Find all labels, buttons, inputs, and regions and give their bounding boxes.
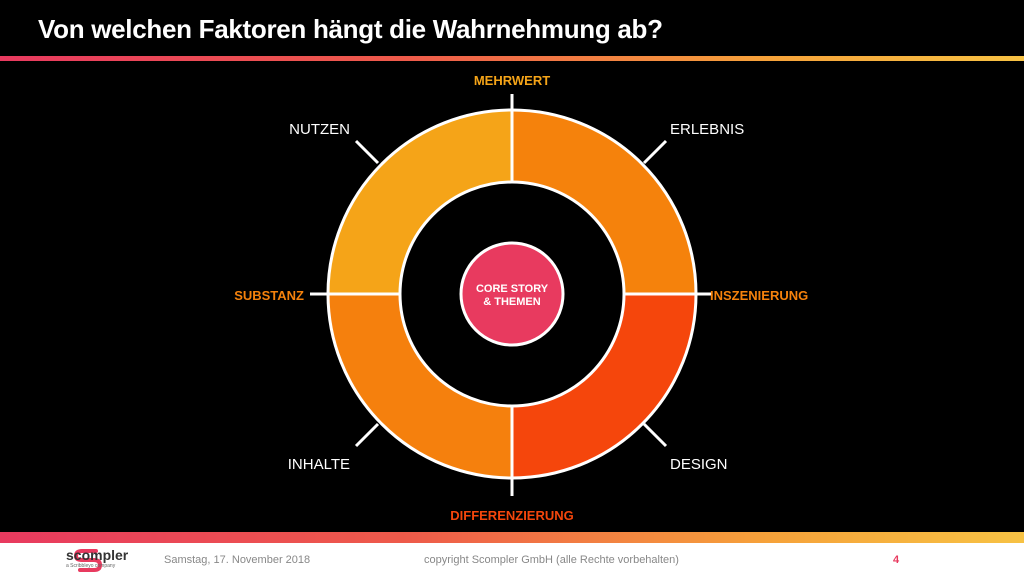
tick-inhalte bbox=[354, 422, 380, 448]
tick-design bbox=[642, 422, 668, 448]
label-substanz: SUBSTANZ bbox=[234, 288, 304, 303]
segment-erlebnis bbox=[512, 110, 696, 294]
label-nutzen: NUTZEN bbox=[289, 121, 350, 138]
center-label-line2: & THEMEN bbox=[483, 296, 541, 308]
tick-erlebnis bbox=[642, 139, 668, 165]
title-underline-bar bbox=[0, 56, 1024, 61]
label-erlebnis: ERLEBNIS bbox=[670, 121, 744, 138]
page-title: Von welchen Faktoren hängt die Wahrnehmu… bbox=[38, 14, 663, 44]
scompler-logo-icon bbox=[73, 549, 103, 572]
page-number: 4 bbox=[893, 554, 900, 566]
label-design: DESIGN bbox=[670, 456, 728, 473]
segment-inhalte bbox=[328, 294, 512, 478]
brand-name: scompler bbox=[66, 547, 129, 563]
label-mehrwert: MEHRWERT bbox=[474, 73, 550, 88]
segment-nutzen bbox=[328, 110, 512, 294]
brand-subtitle: a Scribbleyo company bbox=[66, 563, 116, 569]
tick-nutzen bbox=[354, 139, 380, 165]
label-differenzierung: DIFFERENZIERUNG bbox=[450, 508, 574, 523]
footer-accent-bar bbox=[0, 532, 1024, 543]
footer: scompler a Scribbleyo company Samstag, 1… bbox=[0, 543, 1024, 576]
footer-date: Samstag, 17. November 2018 bbox=[164, 554, 311, 566]
label-inszenierung: INSZENIERUNG bbox=[710, 288, 808, 303]
segment-design bbox=[512, 294, 696, 478]
label-inhalte: INHALTE bbox=[288, 456, 350, 473]
center-label-line1: CORE STORY bbox=[476, 283, 549, 295]
footer-copyright: copyright Scompler GmbH (alle Rechte vor… bbox=[424, 554, 679, 566]
center-core-story bbox=[459, 241, 565, 347]
